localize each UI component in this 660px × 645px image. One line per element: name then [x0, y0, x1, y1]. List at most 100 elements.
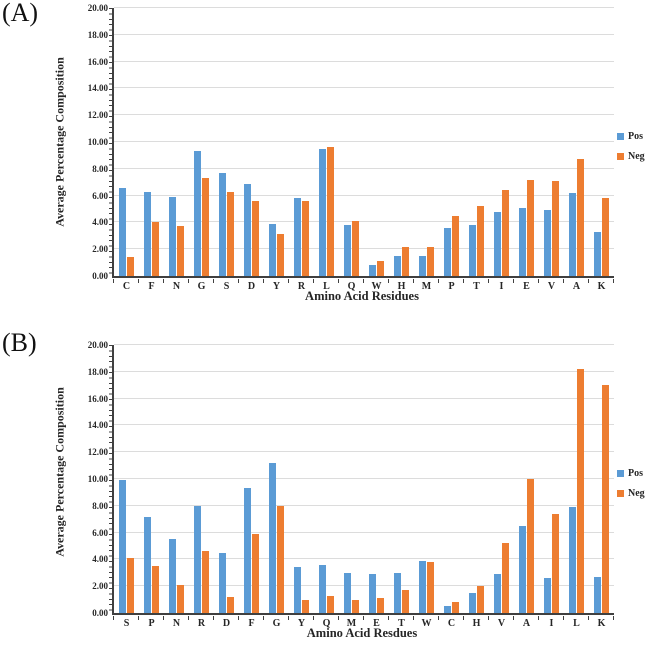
gridline [114, 87, 614, 89]
bar-pos-P [144, 516, 151, 613]
bar-group-W: W [414, 345, 439, 629]
bar-neg-K [602, 198, 609, 276]
bar-neg-H [477, 586, 484, 613]
x-tick-label: I [499, 281, 504, 292]
bar-pos-F [244, 488, 251, 613]
x-tick-label: R [197, 618, 206, 629]
bar-neg-S [227, 191, 234, 276]
bar-group-H: H [464, 345, 489, 629]
bar-neg-P [152, 566, 159, 613]
bar-group-K: K [589, 8, 614, 292]
legend-label-pos: Pos [628, 468, 643, 479]
bar-pos-A [569, 192, 576, 276]
bar-group-R: R [289, 8, 314, 292]
x-tick-label: F [248, 618, 255, 629]
bar-pos-H [394, 255, 401, 276]
gridline [114, 424, 614, 426]
x-tick-label: K [597, 281, 606, 292]
y-tick-label: 6.00 [92, 527, 108, 538]
bar-neg-E [377, 598, 384, 613]
x-axis-ticks [113, 279, 615, 283]
y-axis-title: Average Percentage Composition [52, 57, 67, 227]
bar-pos-T [469, 225, 476, 276]
y-tick-label: 2.00 [92, 581, 108, 592]
y-tick-label: 14.00 [87, 83, 108, 94]
gridline [114, 194, 614, 196]
bar-neg-T [402, 590, 409, 613]
bar-group-T: T [464, 8, 489, 292]
bar-group-G: G [264, 345, 289, 629]
bar-neg-V [502, 543, 509, 613]
y-tick-label: 20.00 [87, 3, 108, 13]
bar-pos-S [219, 172, 226, 276]
x-tick-label: T [473, 281, 480, 292]
legend-label-neg: Neg [628, 151, 645, 162]
x-tick-label: A [572, 281, 581, 292]
y-tick-label: 2.00 [92, 244, 108, 255]
y-tick-label: 0.00 [92, 271, 108, 281]
gridline [114, 397, 614, 399]
bar-neg-A [527, 479, 534, 613]
bar-pos-A [519, 525, 526, 613]
bar-pos-F [144, 191, 151, 276]
x-tick-label: E [523, 281, 530, 292]
gridline [114, 531, 614, 533]
bar-neg-D [227, 596, 234, 613]
bar-pos-E [519, 207, 526, 276]
x-tick-label: F [148, 281, 155, 292]
legend-swatch-neg [617, 153, 624, 160]
x-tick-label: G [197, 281, 206, 292]
x-tick-label: Y [272, 281, 281, 292]
y-tick-label: 8.00 [92, 163, 108, 174]
y-tick-label: 4.00 [92, 217, 108, 228]
bar-group-Y: Y [289, 345, 314, 629]
x-tick-label: W [371, 281, 382, 292]
bar-pos-M [344, 572, 351, 613]
y-tick-label: 4.00 [92, 554, 108, 565]
bar-pos-M [419, 255, 426, 276]
x-tick-label: C [447, 618, 456, 629]
gridline [114, 167, 614, 169]
x-tick-label: V [497, 618, 506, 629]
y-tick-label: 0.00 [92, 608, 108, 618]
bar-neg-Q [352, 221, 359, 276]
y-tick-label: 12.00 [87, 447, 108, 458]
x-tick-label: Q [322, 618, 331, 629]
x-tick-label: P [448, 281, 455, 292]
y-tick-label: 12.00 [87, 110, 108, 121]
x-tick-label: V [547, 281, 556, 292]
bar-neg-A [577, 159, 584, 276]
x-tick-label: P [148, 618, 155, 629]
y-tick-label: 18.00 [87, 29, 108, 40]
y-tick-label: 20.00 [87, 340, 108, 350]
bar-pos-G [194, 151, 201, 276]
bar-neg-F [152, 222, 159, 276]
bar-neg-M [427, 246, 434, 276]
bar-neg-K [602, 385, 609, 613]
bar-group-I: I [539, 345, 564, 629]
gridline [114, 221, 614, 223]
x-tick-label: S [123, 618, 130, 629]
bar-group-V: V [539, 8, 564, 292]
bar-group-P: P [439, 8, 464, 292]
legend-item-pos: Pos [617, 468, 645, 479]
bar-pos-W [369, 265, 376, 276]
gridline [114, 33, 614, 35]
bar-neg-I [502, 190, 509, 276]
bar-pos-K [594, 231, 601, 276]
bar-pos-V [544, 210, 551, 276]
gridline [114, 7, 614, 8]
x-axis-title: Amino Acid Residues [305, 289, 419, 303]
bar-pos-K [594, 576, 601, 613]
bar-neg-L [327, 147, 334, 276]
bar-group-S: S [214, 8, 239, 292]
plot-area: 0.00 2.00 4.00 6.00 8.00 10.00 12.00 14.00 16.00… [88, 340, 615, 629]
legend-item-neg: Neg [617, 488, 645, 499]
y-axis-minor-ticks [109, 345, 113, 613]
bar-group-Q: Q [339, 8, 364, 292]
y-tick-label: 10.00 [87, 474, 108, 484]
x-tick-label: M [346, 618, 357, 629]
gridline [114, 585, 614, 587]
bar-pos-E [369, 574, 376, 613]
